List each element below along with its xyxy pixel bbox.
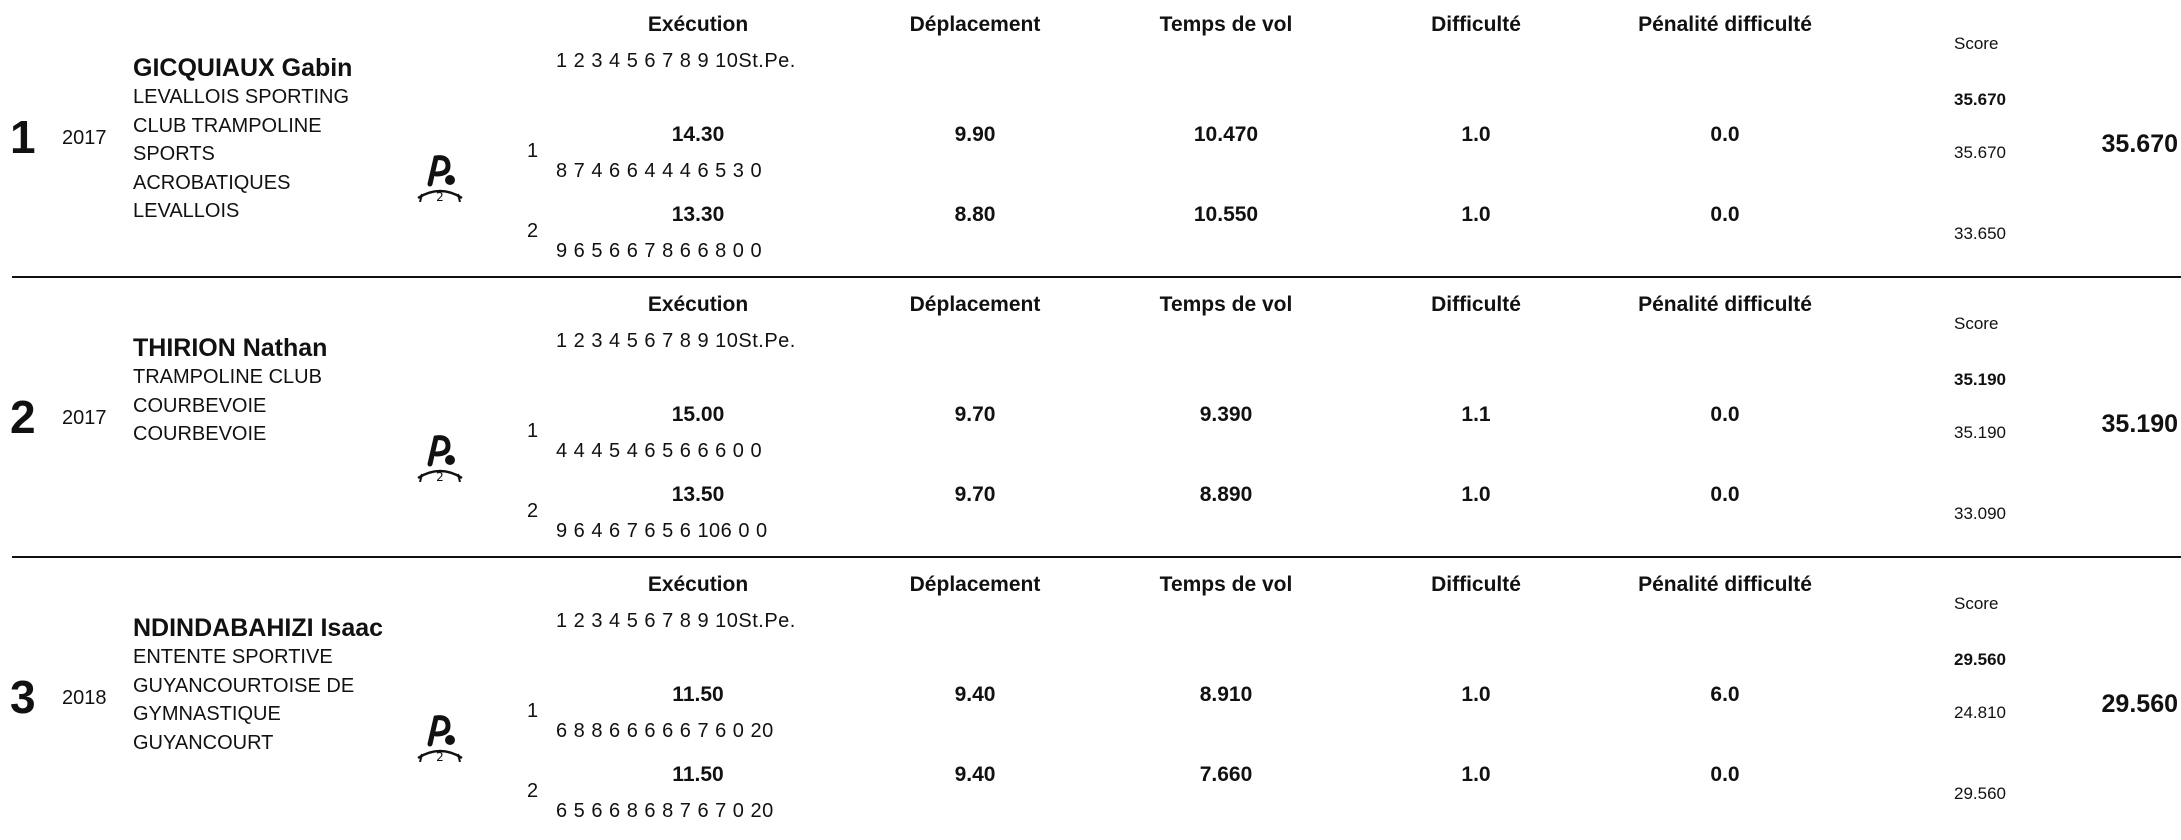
- athlete-block: 2 2017 THIRION Nathan TRAMPOLINE CLUB CO…: [0, 280, 2181, 560]
- deplacement-value: 9.70: [954, 483, 996, 506]
- deplacement-value: 9.90: [954, 123, 996, 146]
- best-score: 29.560: [1954, 650, 2006, 669]
- header-deplacement: Déplacement: [909, 13, 1041, 36]
- temps-de-vol-value: 10.470: [1193, 123, 1259, 146]
- header-difficulte: Difficulté: [1431, 13, 1521, 36]
- header-penalite-difficulte: Pénalité difficulté: [1638, 573, 1812, 596]
- header-temps-de-vol: Temps de vol: [1159, 293, 1293, 316]
- difficulte-value: 1.0: [1461, 123, 1491, 146]
- header-score: Score: [1954, 34, 1999, 53]
- execution-value: 15.00: [671, 403, 725, 426]
- judge-scores: 6 8 8 6 6 6 6 6 7 6 0 20: [556, 720, 774, 742]
- header-difficulte: Difficulté: [1431, 293, 1521, 316]
- header-execution: Exécution: [647, 13, 749, 36]
- birth-year: 2018: [62, 687, 107, 709]
- best-score: 35.190: [1954, 370, 2006, 389]
- athlete-name: GICQUIAUX Gabin: [133, 54, 353, 82]
- judge-columns-header: 1 2 3 4 5 6 7 8 9 10St.Pe.: [556, 610, 796, 632]
- execution-value: 14.30: [671, 123, 725, 146]
- difficulte-value: 1.0: [1461, 763, 1491, 786]
- club-name: TRAMPOLINE CLUB COURBEVOIE COURBEVOIE: [133, 366, 322, 445]
- deplacement-value: 9.70: [954, 403, 996, 426]
- deplacement-value: 9.40: [954, 763, 996, 786]
- pass-label: 1: [527, 420, 539, 442]
- club-name: LEVALLOIS SPORTING CLUB TRAMPOLINE SPORT…: [133, 86, 350, 222]
- trampoline-category-icon: 2: [414, 710, 466, 764]
- header-penalite-difficulte: Pénalité difficulté: [1638, 293, 1812, 316]
- penalite-value: 0.0: [1710, 483, 1740, 506]
- pass-label: 2: [527, 780, 539, 802]
- birth-year: 2017: [62, 407, 107, 429]
- birth-year: 2017: [62, 127, 107, 149]
- execution-value: 11.50: [672, 683, 724, 706]
- judge-scores: 9 6 4 6 7 6 5 6 106 0 0: [556, 520, 768, 542]
- athlete-block: 3 2018 NDINDABAHIZI Isaac ENTENTE SPORTI…: [0, 560, 2181, 840]
- header-temps-de-vol: Temps de vol: [1159, 573, 1293, 596]
- pass-label: 2: [527, 500, 539, 522]
- judge-columns-header: 1 2 3 4 5 6 7 8 9 10St.Pe.: [556, 50, 796, 72]
- athlete-name: NDINDABAHIZI Isaac: [133, 614, 384, 642]
- trampoline-category-icon: 2: [414, 150, 466, 204]
- deplacement-value: 9.40: [954, 683, 996, 706]
- pass-label: 1: [527, 700, 539, 722]
- header-deplacement: Déplacement: [909, 573, 1041, 596]
- row-divider: [12, 556, 2181, 558]
- temps-de-vol-value: 9.390: [1199, 403, 1253, 426]
- penalite-value: 0.0: [1710, 203, 1740, 226]
- rank: 1: [10, 111, 36, 163]
- pass-label: 1: [527, 140, 539, 162]
- svg-text:2: 2: [436, 470, 444, 482]
- penalite-value: 0.0: [1710, 123, 1740, 146]
- judge-scores: 6 5 6 6 8 6 8 7 6 7 0 20: [556, 800, 774, 822]
- pass-label: 2: [527, 220, 539, 242]
- pass-score: 29.560: [1954, 784, 2006, 803]
- difficulte-value: 1.0: [1461, 203, 1491, 226]
- final-score: 35.190: [2101, 410, 2178, 438]
- header-temps-de-vol: Temps de vol: [1159, 13, 1293, 36]
- header-deplacement: Déplacement: [909, 293, 1041, 316]
- judge-scores: 4 4 4 5 4 6 5 6 6 6 0 0: [556, 440, 763, 462]
- header-penalite-difficulte: Pénalité difficulté: [1638, 13, 1812, 36]
- athlete-name: THIRION Nathan: [133, 334, 328, 362]
- difficulte-value: 1.0: [1461, 683, 1491, 706]
- execution-value: 13.50: [671, 483, 725, 506]
- pass-score: 35.190: [1954, 423, 2006, 442]
- final-score: 29.560: [2101, 690, 2178, 718]
- pass-score: 33.650: [1954, 224, 2006, 243]
- temps-de-vol-value: 10.550: [1193, 203, 1259, 226]
- svg-text:2: 2: [436, 750, 444, 762]
- temps-de-vol-value: 8.910: [1199, 683, 1253, 706]
- svg-text:2: 2: [436, 190, 444, 202]
- judge-scores: 8 7 4 6 6 4 4 4 6 5 3 0: [556, 160, 763, 182]
- execution-value: 11.50: [672, 763, 724, 786]
- temps-de-vol-value: 7.660: [1199, 763, 1253, 786]
- penalite-value: 6.0: [1710, 683, 1740, 706]
- club-name: ENTENTE SPORTIVE GUYANCOURTOISE DE GYMNA…: [133, 646, 355, 754]
- pass-score: 35.670: [1954, 143, 2006, 162]
- penalite-value: 0.0: [1710, 403, 1740, 426]
- pass-score: 24.810: [1954, 703, 2006, 722]
- rank: 3: [10, 671, 36, 723]
- athlete-block: 1 2017 GICQUIAUX Gabin LEVALLOIS SPORTIN…: [0, 0, 2181, 280]
- header-difficulte: Difficulté: [1431, 573, 1521, 596]
- judge-columns-header: 1 2 3 4 5 6 7 8 9 10St.Pe.: [556, 330, 796, 352]
- header-score: Score: [1954, 314, 1999, 333]
- difficulte-value: 1.0: [1461, 483, 1491, 506]
- penalite-value: 0.0: [1710, 763, 1740, 786]
- row-divider: [12, 276, 2181, 278]
- header-score: Score: [1954, 594, 1999, 613]
- header-execution: Exécution: [647, 573, 749, 596]
- difficulte-value: 1.1: [1461, 403, 1491, 426]
- best-score: 35.670: [1954, 90, 2006, 109]
- rank: 2: [10, 391, 36, 443]
- header-execution: Exécution: [647, 293, 749, 316]
- final-score: 35.670: [2101, 130, 2178, 158]
- judge-scores: 9 6 5 6 6 7 8 6 6 8 0 0: [556, 240, 763, 262]
- trampoline-category-icon: 2: [414, 430, 466, 484]
- pass-score: 33.090: [1954, 504, 2006, 523]
- deplacement-value: 8.80: [954, 203, 996, 226]
- temps-de-vol-value: 8.890: [1199, 483, 1253, 506]
- execution-value: 13.30: [671, 203, 725, 226]
